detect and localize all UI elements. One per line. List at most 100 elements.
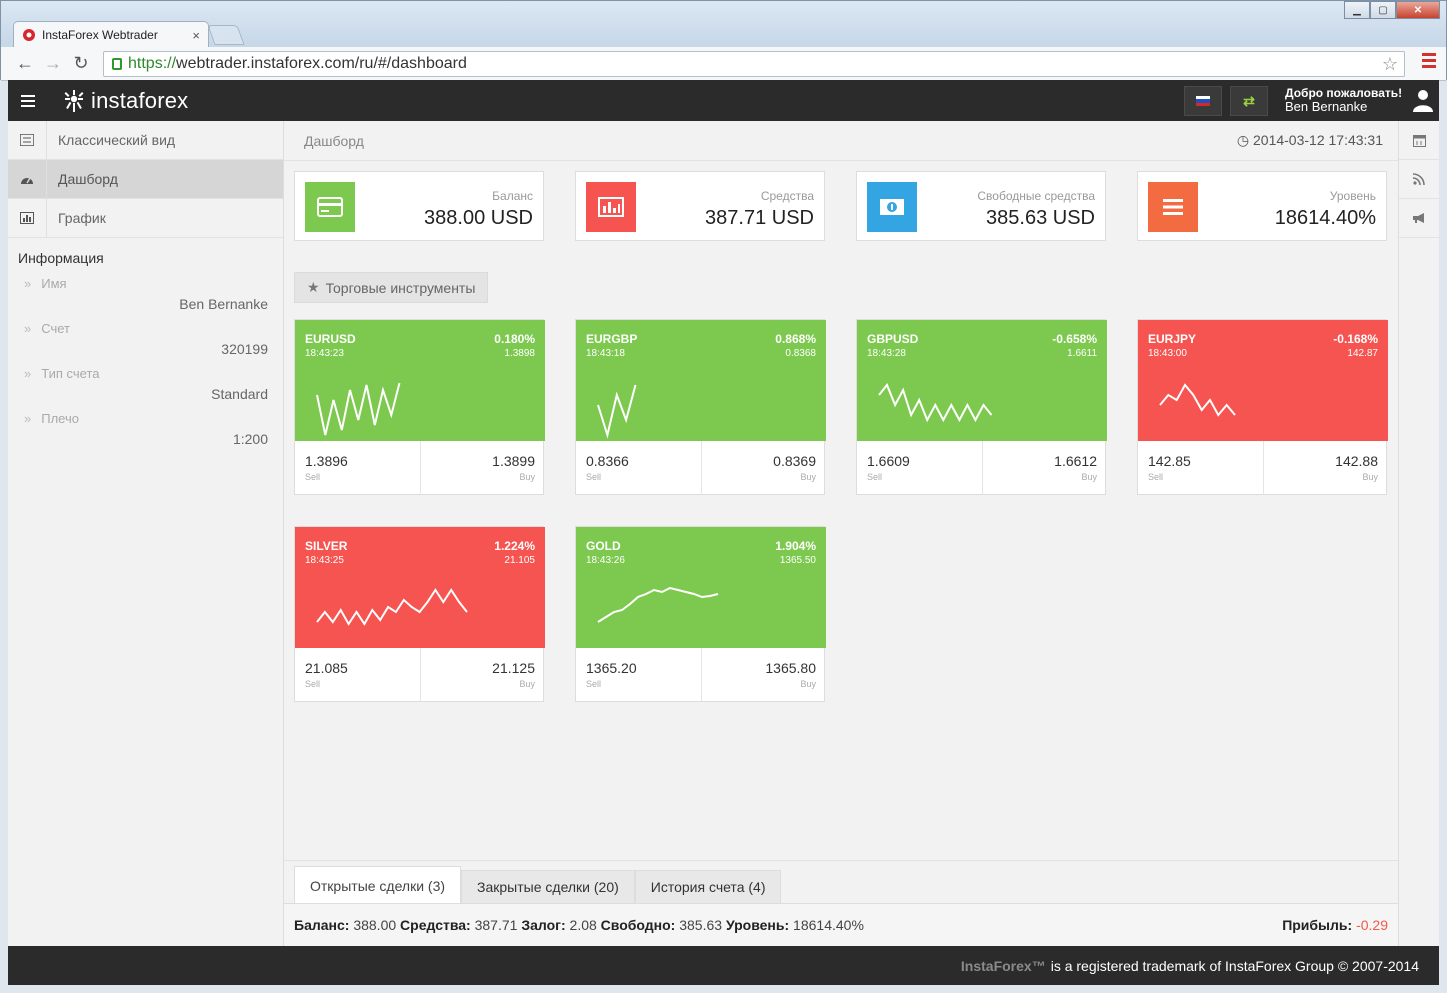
browser-chrome: InstaForex Webtrader × ▁ ▢ ✕ ← → ↻ https… [0,0,1447,81]
info-value: 1:200 [232,431,268,447]
instrument-change: 1.904% [775,539,816,553]
buy-quote[interactable]: 21.125 Buy [419,648,546,702]
sparkline [878,383,993,423]
user-name: Ben Bernanke [1285,99,1368,114]
address-bar[interactable]: https://webtrader.instaforex.com/ru/#/da… [103,51,1405,77]
sparkline-path [878,383,993,423]
tab-strip: InstaForex Webtrader × ▁ ▢ ✕ [1,1,1446,48]
sell-quote[interactable]: 1.3896 Sell [295,441,420,495]
sell-price: 21.085 [305,660,348,676]
instrument-time: 18:43:18 [586,348,625,359]
sell-quote[interactable]: 21.085 Sell [295,648,420,702]
instrument-price: 21.105 [504,555,535,566]
dashboard-icon [8,159,47,199]
reload-icon[interactable]: ↻ [73,53,89,73]
sidebar-item-classic[interactable]: Классический вид [8,120,283,160]
minimize-button[interactable]: ▁ [1344,1,1370,19]
megaphone-icon[interactable] [1399,199,1439,238]
instrument-card-eurjpy[interactable]: EURJPY 18:43:00 -0.168% 142.87 142.85 Sell 142… [1137,319,1389,495]
sparkline-path [597,586,719,623]
margin-value: 2.08 [569,917,597,933]
new-tab-button[interactable] [207,25,245,45]
tab-close-icon[interactable]: × [192,27,200,43]
hamburger-menu-icon[interactable] [8,80,48,121]
tab-open-trades[interactable]: Открытые сделки (3) [294,866,462,904]
sell-label: Sell [1148,472,1164,482]
section-label: Торговые инструменты [325,279,476,296]
info-title: Информация [18,250,104,266]
sidebar-item-label: График [58,210,106,226]
buy-price: 1.3899 [492,453,535,469]
browser-tab[interactable]: InstaForex Webtrader × [13,21,209,48]
instrument-card-gbpusd[interactable]: GBPUSD 18:43:28 -0.658% 1.6611 1.6609 Sell 1.6… [856,319,1107,495]
sidebar-item-dashboard[interactable]: Дашборд [8,159,283,199]
buy-label: Buy [519,472,535,482]
russian-flag-icon [1196,96,1210,106]
instrument-quotes: 1.6609 Sell 1.6612 Buy [857,441,1107,495]
instrument-change: 0.180% [494,332,535,346]
sell-price: 142.85 [1148,453,1191,469]
sparkline-path [316,588,468,626]
welcome-block: Добро пожаловать! Ben Bernanke [1285,86,1402,114]
clock-value: 2014-03-12 17:43:31 [1253,132,1383,148]
stat-balance: Баланс 388.00 USD [294,171,544,241]
instrument-card-silver[interactable]: SILVER 18:43:25 1.224% 21.105 21.085 Sell 21.1… [294,526,546,702]
browser-tab-title: InstaForex Webtrader [42,28,158,42]
stat-equity: Средства 387.71 USD [575,171,825,241]
profit-value: -0.29 [1356,917,1388,933]
instaforex-favicon-icon [23,29,35,41]
equity-value: 387.71 [474,917,518,933]
sell-quote[interactable]: 1.6609 Sell [857,441,982,495]
buy-quote[interactable]: 1365.80 Buy [700,648,827,702]
free-value: 385.63 [679,917,723,933]
window-close-button[interactable]: ✕ [1396,1,1440,19]
forward-arrow-icon[interactable]: → [44,53,62,73]
sidebar-item-chart[interactable]: График [8,198,283,238]
tab-account-history[interactable]: История счета (4) [634,870,782,904]
bookmark-star-icon[interactable]: ☆ [1381,54,1398,74]
calendar-icon[interactable] [1399,121,1439,160]
info-key: Счет [24,321,70,336]
sell-quote[interactable]: 0.8366 Sell [576,441,701,495]
swap-arrows-button[interactable]: ⇄ [1230,86,1268,116]
buy-quote[interactable]: 1.3899 Buy [419,441,546,495]
buy-quote[interactable]: 0.8369 Buy [700,441,827,495]
instrument-symbol: EURJPY [1148,332,1197,346]
user-icon[interactable] [1411,88,1435,112]
instrument-card-gold[interactable]: GOLD 18:43:26 1.904% 1365.50 1365.20 Sell 1365… [575,526,827,702]
info-value: Ben Bernanke [179,296,268,312]
instrument-time: 18:43:26 [586,555,625,566]
sell-quote[interactable]: 1365.20 Sell [576,648,701,702]
instrument-symbol: EURUSD [305,332,356,346]
buy-quote[interactable]: 1.6612 Buy [981,441,1108,495]
trades-tabs: Открытые сделки (3) Закрытые сделки (20)… [294,866,782,904]
sell-quote[interactable]: 142.85 Sell [1138,441,1263,495]
maximize-button[interactable]: ▢ [1370,1,1396,19]
instrument-card-eurgbp[interactable]: EURGBP 18:43:18 0.868% 0.8368 0.8366 Sell 0.83… [575,319,827,495]
app-header: instaforex ⇄ Добро пожаловать! Ben Berna… [8,80,1439,121]
browser-toolbar: ← → ↻ https://webtrader.instaforex.com/r… [1,47,1446,81]
back-arrow-icon[interactable]: ← [16,53,34,73]
sell-label: Sell [305,679,321,689]
info-row-name: Имя Ben Bernanke [8,266,283,312]
language-button[interactable] [1184,86,1222,116]
level-value: 18614.40% [793,917,864,933]
clock-icon: ◷ [1236,132,1253,148]
instrument-change: 0.868% [775,332,816,346]
bars-icon [1148,182,1198,232]
instruments-section-button[interactable]: ★ Торговые инструменты [294,272,489,303]
instrument-card-eurusd[interactable]: EURUSD 18:43:23 0.180% 1.3898 1.3896 Sell 1.38… [294,319,546,495]
buy-quote[interactable]: 142.88 Buy [1262,441,1389,495]
info-row-account: Счет 320199 [8,311,283,357]
rss-icon[interactable] [1399,160,1439,199]
tab-closed-trades[interactable]: Закрытые сделки (20) [461,870,635,904]
url-path: webtrader.instaforex.com/ru/#/dashboard [176,55,467,72]
stats-row: Баланс 388.00 USD Средства 387.71 USD Св… [294,171,1387,241]
sidebar-item-label: Классический вид [58,132,176,148]
browser-menu-icon[interactable] [1422,53,1436,71]
buy-price: 1365.80 [765,660,816,676]
info-key: Имя [24,276,66,291]
profit-label: Прибыль: [1282,917,1353,933]
sell-label: Sell [867,472,883,482]
instrument-symbol: EURGBP [586,332,638,346]
